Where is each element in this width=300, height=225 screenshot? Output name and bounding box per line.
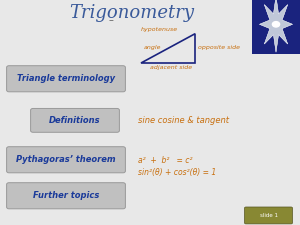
FancyBboxPatch shape xyxy=(7,147,125,173)
FancyBboxPatch shape xyxy=(244,207,292,224)
Text: angle: angle xyxy=(144,45,161,50)
Text: a²  +  b²   = c²: a² + b² = c² xyxy=(138,156,193,165)
FancyBboxPatch shape xyxy=(252,0,300,54)
Text: sine cosine & tangent: sine cosine & tangent xyxy=(138,116,229,125)
Text: –: – xyxy=(109,15,113,25)
Text: hypotenuse: hypotenuse xyxy=(141,27,178,32)
Text: Trigonometry: Trigonometry xyxy=(70,4,194,22)
Text: adjacent side: adjacent side xyxy=(150,65,192,70)
Polygon shape xyxy=(260,0,292,52)
Text: sin²(θ) + cos²(θ) = 1: sin²(θ) + cos²(θ) = 1 xyxy=(138,168,216,177)
Text: slide 1: slide 1 xyxy=(260,213,278,218)
Text: Triangle terminology: Triangle terminology xyxy=(17,74,115,83)
Text: Definitions: Definitions xyxy=(49,116,101,125)
FancyBboxPatch shape xyxy=(7,183,125,209)
Text: Further topics: Further topics xyxy=(33,191,99,200)
FancyBboxPatch shape xyxy=(31,108,119,132)
FancyBboxPatch shape xyxy=(7,66,125,92)
Text: Pythagoras’ theorem: Pythagoras’ theorem xyxy=(16,155,116,164)
Text: opposite side: opposite side xyxy=(198,45,240,50)
Circle shape xyxy=(272,22,280,27)
